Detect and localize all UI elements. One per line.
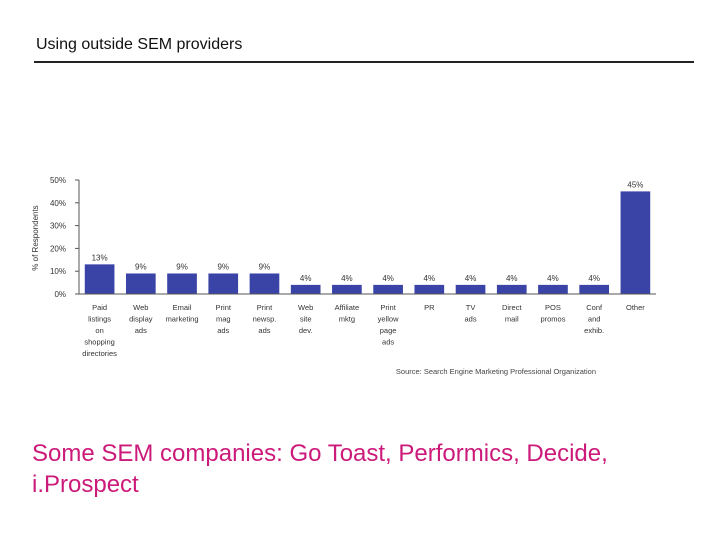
y-tick-label: 0% (54, 290, 66, 299)
slide-title: Using outside SEM providers (36, 36, 243, 53)
x-category-label: Web display ads (129, 303, 153, 335)
title-divider (34, 61, 694, 63)
bar (538, 284, 568, 294)
bar-value-label: 13% (92, 253, 108, 262)
bar (125, 273, 156, 294)
y-tick-label: 10% (50, 267, 66, 276)
bar (167, 273, 197, 294)
y-tick-label: 40% (50, 199, 66, 208)
x-category-label: Affiliate mktg (335, 303, 359, 324)
x-category-label: Print newsp. ads (253, 303, 277, 335)
bar-value-label: 4% (588, 274, 600, 283)
bar-value-label: 4% (465, 274, 477, 283)
bar-value-label: 4% (300, 274, 312, 283)
chart-source: Source: Search Engine Marketing Professi… (396, 367, 596, 376)
bar (620, 191, 651, 294)
bar (208, 273, 239, 294)
y-tick-label: 20% (50, 244, 66, 253)
bar (373, 284, 403, 294)
x-category-label: Direct mail (502, 303, 523, 324)
bar-value-label: 9% (217, 262, 229, 271)
y-tick-label: 30% (50, 222, 66, 231)
bar-value-label: 9% (259, 262, 271, 271)
bar (496, 284, 527, 294)
x-category-label: TV ads (464, 303, 476, 324)
bar (414, 284, 445, 294)
bar (249, 273, 280, 294)
x-category-label: Email marketing (166, 303, 199, 324)
bar (579, 284, 610, 294)
y-axis-title: % of Respondents (31, 205, 40, 270)
bar (84, 264, 115, 294)
bar (290, 284, 321, 294)
x-category-label: Print mag ads (216, 303, 232, 335)
bar-value-label: 45% (627, 180, 643, 189)
bar-value-label: 4% (341, 274, 353, 283)
bar (455, 284, 486, 294)
bar-value-label: 4% (547, 274, 559, 283)
bar-value-label: 9% (135, 262, 147, 271)
bar-value-label: 4% (382, 274, 394, 283)
bar (332, 284, 362, 294)
x-category-label: Print yellow page ads (378, 303, 399, 347)
x-category-label: POS promos (540, 303, 565, 324)
bar-value-label: 9% (176, 262, 188, 271)
y-tick-label: 50% (50, 176, 66, 185)
bar-value-label: 4% (506, 274, 518, 283)
x-category-label: Web site dev. (298, 303, 313, 335)
caption-text: Some SEM companies: Go Toast, Performics… (32, 440, 608, 498)
bar-value-label: 4% (424, 274, 436, 283)
x-category-label: Other (626, 303, 645, 312)
bar-chart: 0% 10% 20% 30% 40% 50% 13% Paid listings on shoppi… (31, 176, 656, 376)
x-category-label: Paid listings on shopping directories (82, 303, 117, 358)
x-category-label: PR (424, 303, 435, 312)
x-category-label: Conf and exhib. (584, 303, 604, 335)
